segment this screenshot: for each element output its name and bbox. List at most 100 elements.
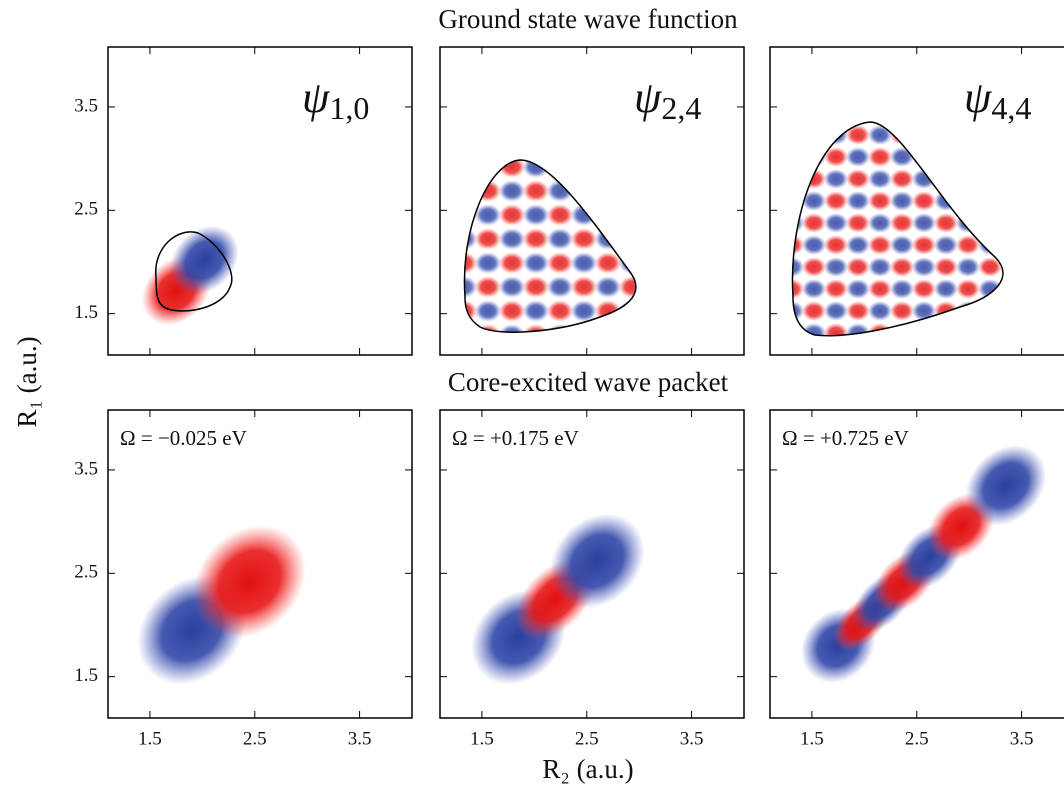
- heatmap: [464, 60, 765, 346]
- wave-lobe: [643, 300, 669, 322]
- wave-lobe: [474, 300, 502, 322]
- wave-lobe: [523, 108, 549, 130]
- wave-lobe: [475, 84, 501, 106]
- wave-lobe: [801, 279, 827, 299]
- wave-lobe: [1022, 147, 1046, 167]
- wave-lobe: [474, 204, 502, 226]
- wave-lobe: [977, 191, 1003, 211]
- heatmap: [471, 513, 645, 685]
- wave-lobe: [474, 180, 502, 202]
- wave-lobe: [523, 84, 549, 106]
- panel-label-symbol: ψ: [634, 73, 662, 122]
- wave-lobe: [546, 204, 574, 226]
- wave-lobe: [618, 324, 636, 333]
- wave-lobe: [667, 324, 693, 346]
- wave-lobe: [867, 169, 893, 189]
- wave-lobe: [618, 300, 636, 322]
- wave-lobe: [643, 276, 669, 298]
- frame: [769, 409, 1064, 719]
- wave-lobe: [643, 252, 669, 274]
- y-tick-label: 1.5: [74, 665, 98, 686]
- wave-lobe: [1044, 81, 1064, 101]
- wave-lobe: [715, 180, 741, 202]
- wave-lobe: [955, 147, 981, 167]
- wave-lobe: [595, 108, 621, 130]
- wave-lobe: [667, 276, 693, 298]
- wave-lobe: [643, 228, 669, 250]
- contour: [791, 121, 1004, 337]
- wave-lobe: [715, 60, 741, 82]
- wave-lobe: [955, 125, 981, 145]
- wave-lobe: [594, 300, 622, 322]
- wave-lobe: [594, 252, 622, 274]
- heatmap: [801, 445, 1047, 683]
- wave-lobe: [739, 276, 765, 298]
- wave-lobe: [570, 252, 598, 274]
- wave-lobe: [792, 257, 805, 277]
- row-title: Core-excited wave packet: [448, 367, 729, 397]
- wave-lobe: [965, 445, 1047, 526]
- wave-lobe: [1000, 59, 1024, 79]
- wave-lobe: [889, 122, 915, 123]
- y-tick-label: 3.5: [74, 458, 98, 479]
- wave-lobe: [845, 122, 871, 123]
- wave-lobe: [1022, 213, 1046, 233]
- frame: [107, 409, 413, 719]
- wave-lobe: [955, 279, 981, 299]
- frame: [439, 409, 745, 719]
- wave-lobe: [522, 180, 550, 202]
- wave-lobe: [977, 279, 1003, 299]
- panel: 1.5 2.5 3.5 1.5 2.5 3.5 Ω = −0.025 eV: [74, 409, 413, 749]
- wave-lobe: [933, 235, 959, 255]
- wave-lobe: [955, 235, 981, 255]
- wave-lobe: [474, 160, 502, 178]
- wave-lobe: [474, 252, 502, 274]
- wave-lobe: [170, 225, 239, 295]
- wave-lobe: [801, 122, 827, 123]
- x-tick-label: 2.5: [243, 728, 267, 749]
- panel: 1.5 2.5 3.5 Ω = +0.175 eV: [439, 409, 745, 749]
- wave-lobe: [933, 122, 959, 123]
- wave-lobe: [801, 125, 827, 145]
- wave-lobe: [845, 191, 871, 211]
- wave-lobe: [868, 81, 892, 101]
- wave-lobe: [999, 169, 1003, 189]
- wave-lobe: [999, 301, 1003, 321]
- wave-lobe: [911, 323, 937, 336]
- wave-lobe: [667, 300, 693, 322]
- panel-label-symbol: ψ: [964, 73, 992, 122]
- x-tick-label: 1.5: [138, 728, 162, 749]
- wave-lobe: [715, 108, 741, 130]
- wave-lobe: [999, 147, 1003, 167]
- wave-lobe: [715, 300, 741, 322]
- wave-lobe: [595, 60, 621, 82]
- y-axis-label: R₁ (a.u.): [12, 336, 42, 427]
- wave-lobe: [522, 276, 550, 298]
- frame: [769, 46, 1064, 356]
- wave-lobe: [845, 301, 871, 321]
- wave-lobe: [867, 323, 893, 336]
- wave-lobe: [792, 191, 805, 211]
- wave-lobe: [823, 279, 849, 299]
- y-tick-label: 2.5: [74, 199, 98, 220]
- wave-lobe: [868, 59, 892, 79]
- wave-lobe: [823, 323, 849, 336]
- x-tick-label: 1.5: [470, 728, 494, 749]
- panel-label-symbol: ψ: [302, 73, 330, 122]
- wave-lobe: [715, 324, 741, 346]
- wave-lobe: [464, 324, 478, 333]
- wave-lobe: [522, 160, 550, 178]
- wave-lobe: [594, 204, 622, 226]
- wave-lobe: [667, 204, 693, 226]
- wave-lobe: [955, 323, 981, 336]
- wave-lobe: [912, 81, 936, 101]
- wave-lobe: [739, 300, 765, 322]
- wave-lobe: [667, 180, 693, 202]
- wave-lobe: [594, 160, 622, 178]
- wave-lobe: [845, 147, 871, 167]
- wave-lobe: [823, 169, 849, 189]
- wave-lobe: [522, 204, 550, 226]
- wave-lobe: [934, 59, 958, 79]
- wave-lobe: [667, 156, 693, 178]
- x-tick-label: 2.5: [905, 728, 929, 749]
